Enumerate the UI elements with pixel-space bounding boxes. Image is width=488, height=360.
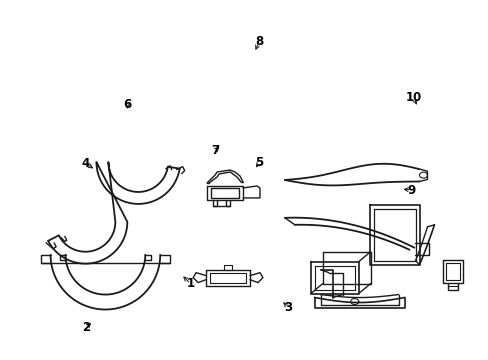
Text: 2: 2 — [82, 321, 90, 334]
Text: 9: 9 — [407, 184, 415, 197]
Text: 10: 10 — [405, 91, 422, 104]
Text: 1: 1 — [186, 278, 195, 291]
Text: 6: 6 — [123, 98, 131, 111]
Text: 5: 5 — [254, 156, 263, 169]
Text: 8: 8 — [254, 35, 263, 49]
Text: 7: 7 — [211, 144, 219, 157]
Text: 4: 4 — [81, 157, 90, 170]
Text: 3: 3 — [284, 301, 292, 314]
